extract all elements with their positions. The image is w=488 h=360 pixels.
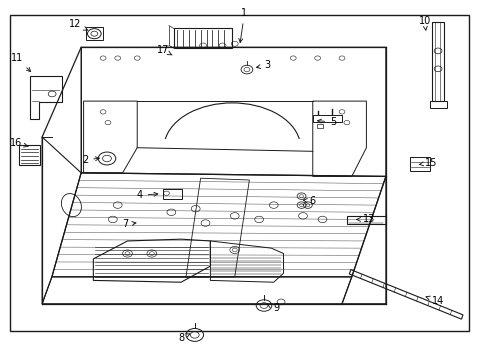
Text: 15: 15: [418, 158, 436, 168]
Bar: [173, 28, 232, 48]
Text: 10: 10: [418, 17, 430, 30]
Bar: [316, 124, 322, 129]
Text: 9: 9: [267, 303, 279, 314]
Text: 17: 17: [157, 45, 172, 55]
Text: 6: 6: [303, 196, 315, 206]
Bar: [409, 157, 429, 171]
Text: 13: 13: [356, 215, 374, 224]
Text: 2: 2: [82, 155, 99, 165]
Bar: [19, 145, 40, 165]
Bar: [312, 115, 341, 122]
Text: 5: 5: [317, 117, 336, 127]
Text: 4: 4: [136, 190, 158, 201]
Text: 11: 11: [11, 53, 31, 72]
Text: 12: 12: [68, 19, 87, 30]
Bar: [85, 27, 103, 40]
Bar: [162, 189, 182, 199]
Text: 14: 14: [425, 296, 443, 306]
Text: 1: 1: [238, 8, 247, 42]
Text: 7: 7: [122, 220, 136, 229]
Bar: [346, 216, 385, 224]
Bar: [10, 15, 468, 330]
Text: 8: 8: [178, 333, 189, 343]
Text: 3: 3: [256, 60, 270, 70]
Text: 16: 16: [10, 139, 28, 148]
